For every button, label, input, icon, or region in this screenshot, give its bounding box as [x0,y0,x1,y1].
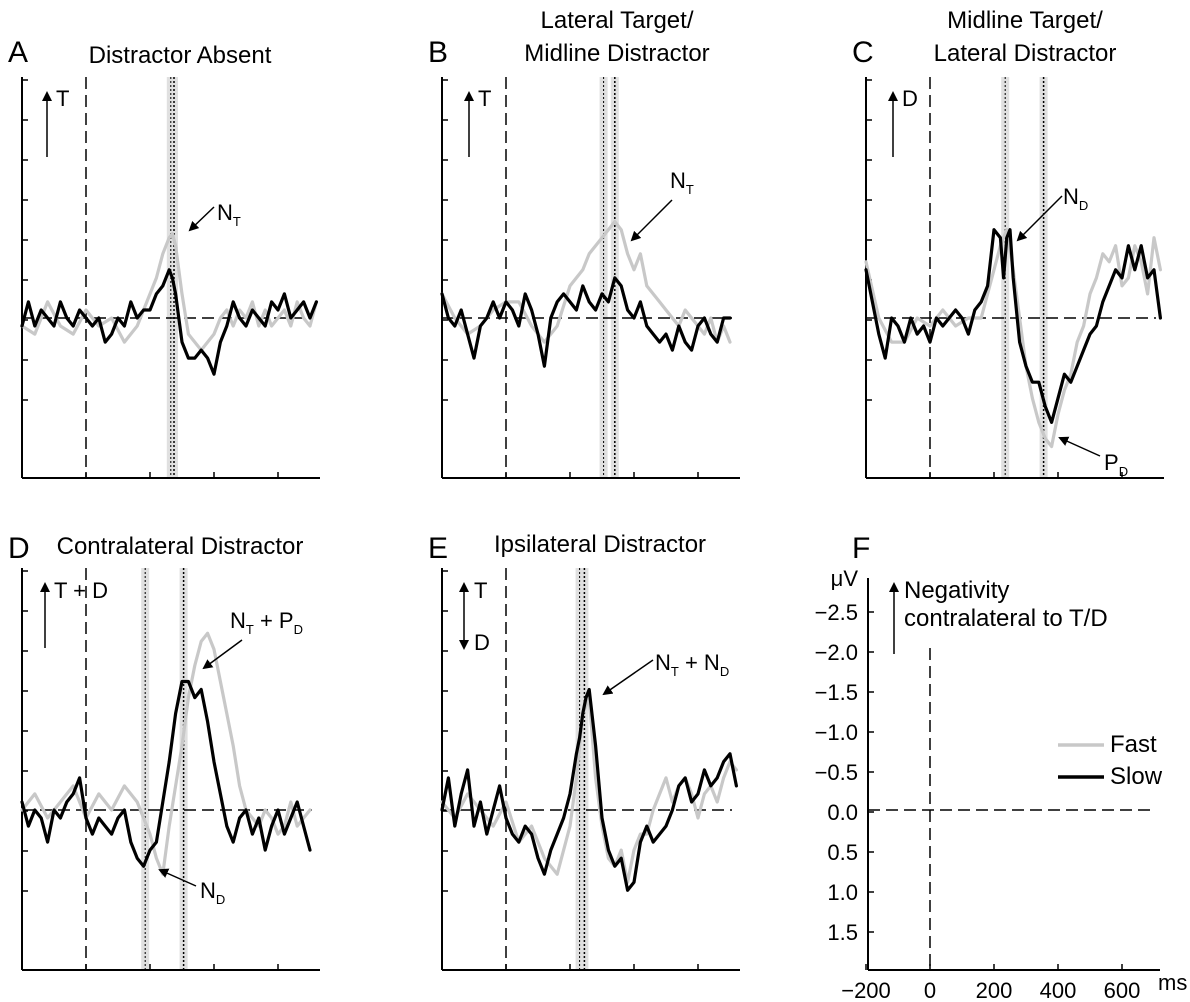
series-slow [20,679,312,868]
x-tick-label: −200 [841,978,891,1002]
component-label: NT [217,200,241,229]
panel-title: Midline Target/ [947,7,1103,34]
component-label: ND [200,878,225,907]
panel-letter: C [852,36,874,69]
polarity-label: T [56,86,69,111]
panel-b: B Lateral Target/Midline Distractor T NT [428,7,740,479]
panel-e: E Ipsilateral Distractor D T NT + ND [428,531,740,971]
panel-letter: F [852,532,870,565]
component-arrow [630,199,673,242]
component-label: NT + PD [230,608,303,637]
panel-f-axis-legend: FμV −2.5 −2.0 −1.5 −1.0 −0.5 0.0 0.5 1.0 1.5 −200 0… [815,532,1188,1002]
x-tick-label: 200 [976,978,1013,1002]
component-arrow [602,659,654,696]
x-tick-label: 400 [1040,978,1077,1002]
panel-letter: D [8,532,30,565]
component-arrow [158,868,197,887]
component-label: ND [1063,184,1088,213]
y-tick-label: 0.0 [827,800,858,825]
series-slow [440,276,732,368]
y-tick-label: 0.5 [827,840,858,865]
polarity-label: T [474,578,487,603]
series-slow [864,228,1162,424]
x-tick-label: 600 [1104,978,1141,1002]
y-tick-label: −1.0 [815,720,858,745]
component-arrow [1016,195,1063,242]
polarity-label: D [902,86,918,111]
panel-title: Midline Distractor [524,40,709,67]
panel-title: Ipsilateral Distractor [494,531,706,558]
component-label: PD [1104,450,1128,479]
panel-d: D Contralateral Distractor T + D NT + PD ND [8,532,320,971]
panel-letter: E [428,532,448,565]
x-unit-label: ms [1158,970,1187,995]
panel-title: Distractor Absent [89,42,272,69]
legend-label-fast: Fast [1110,731,1157,758]
series-slow [440,687,738,892]
y-unit-label: μV [831,566,859,591]
y-tick-label: −0.5 [815,760,858,785]
component-arrow [202,639,243,670]
series-fast [864,228,1162,449]
polarity-label: Negativity [904,577,1009,604]
series-fast [440,696,738,884]
panels-layer: A Distractor Absent T NT B Lateral Target/Mid… [8,7,1164,971]
series-slow [20,268,318,376]
y-tick-label: −1.5 [815,680,858,705]
component-arrow [188,206,215,232]
panel-c: C Midline Target/Lateral Distractor D ND PD [852,7,1164,479]
y-tick-label: −2.5 [815,600,858,625]
x-tick-label: 0 [924,978,936,1002]
component-label: NT + ND [655,650,729,679]
polarity-label-down: D [474,630,490,655]
component-arrow [1058,436,1101,457]
y-tick-label: 1.0 [827,880,858,905]
panel-title: Lateral Target/ [541,7,694,34]
component-label: NT [670,168,694,197]
y-tick-label: −2.0 [815,640,858,665]
polarity-label: contralateral to T/D [904,605,1108,632]
polarity-label: T + D [54,578,108,603]
panel-letter: B [428,36,448,69]
panel-title: Contralateral Distractor [57,533,304,560]
panel-letter: A [8,36,28,69]
y-tick-label: 1.5 [827,920,858,945]
polarity-label: T [478,86,491,111]
series-fast [440,220,732,344]
panel-a: A Distractor Absent T NT [8,36,320,479]
panel-title: Lateral Distractor [934,40,1117,67]
legend-label-slow: Slow [1110,763,1163,790]
